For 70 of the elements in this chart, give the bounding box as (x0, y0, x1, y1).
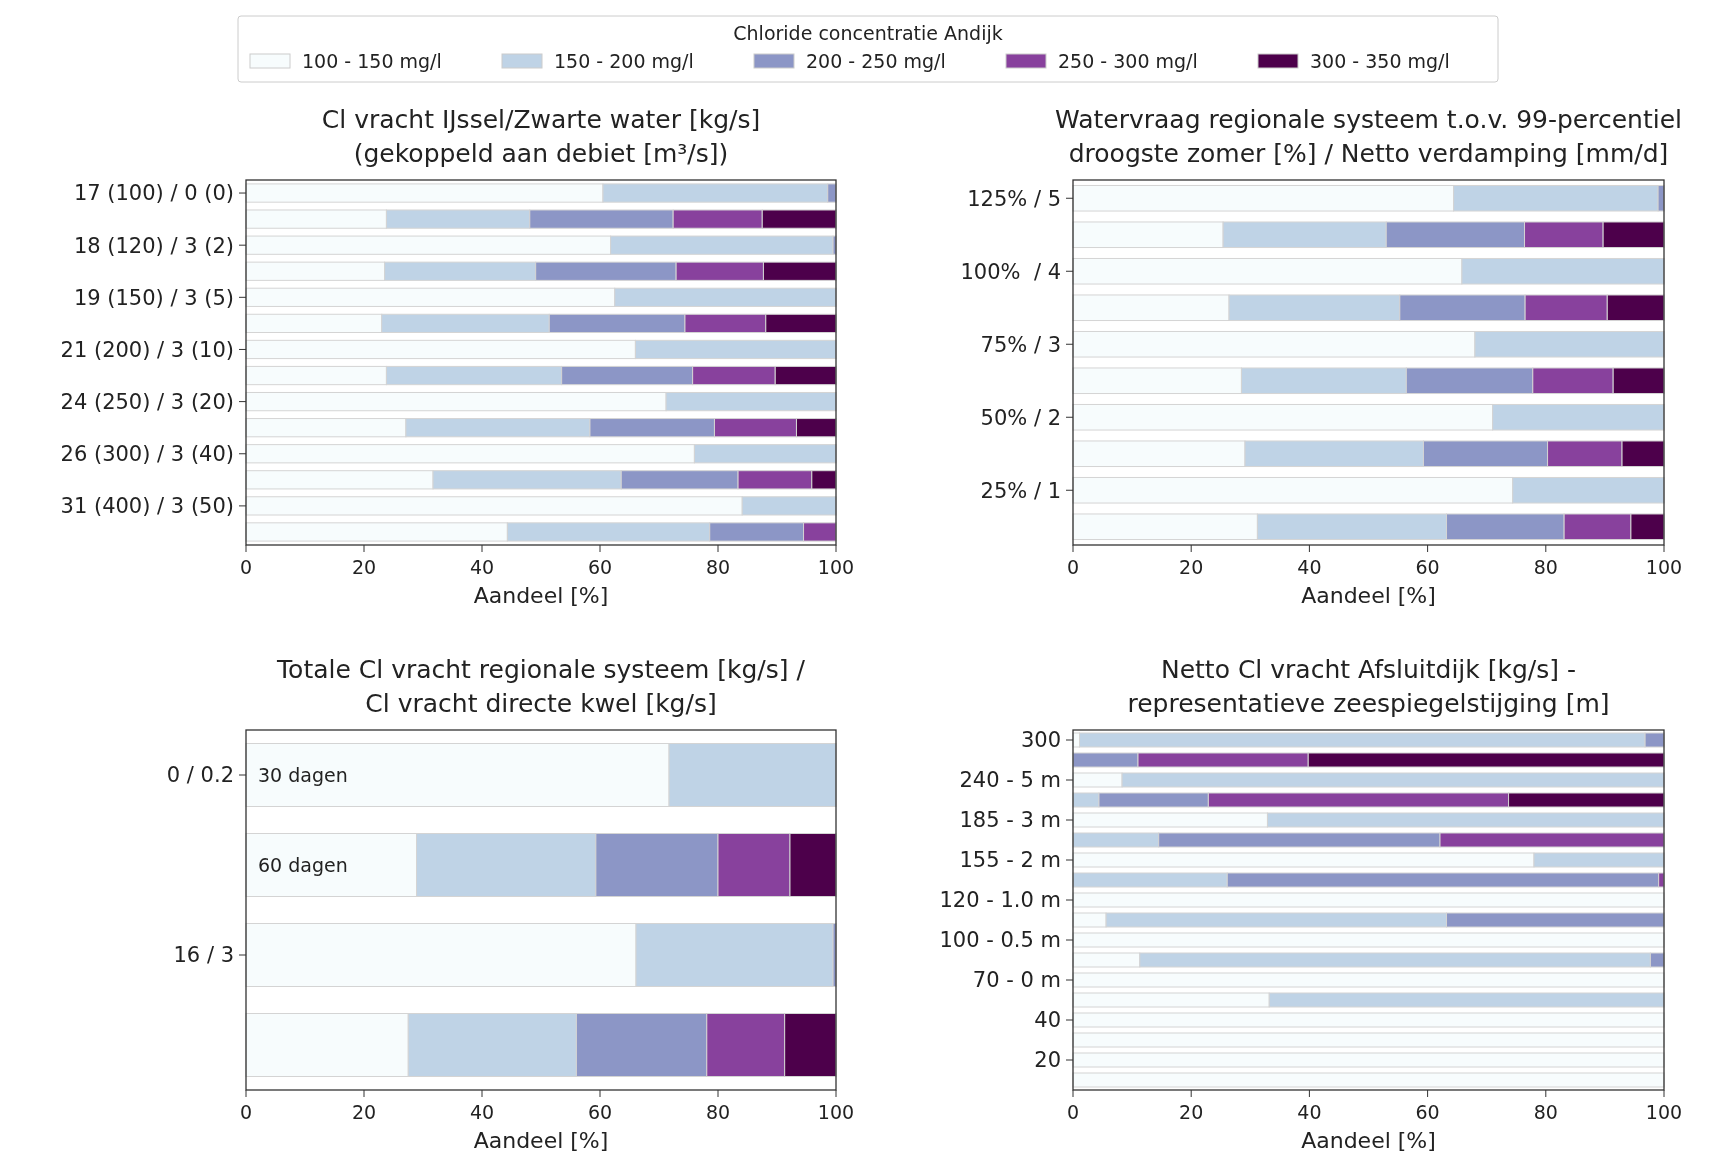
x-tick-label: 20 (351, 1101, 377, 1123)
x-tick-label: 40 (469, 556, 495, 578)
annotation: 30 dagen (258, 763, 348, 786)
y-tick-label: 300 (1020, 728, 1061, 753)
x-tick-label: 80 (705, 1101, 731, 1123)
x-tick-label: 0 (239, 1101, 253, 1123)
legend-label: 100 - 150 mg/l (302, 49, 442, 72)
y-tick-label: 185 - 3 m (959, 808, 1061, 833)
y-tick-label: 31 (400) / 3 (50) (60, 494, 234, 519)
bar (1072, 1012, 1665, 1028)
y-tick-label: 70 - 0 m (972, 968, 1061, 993)
y-tick-label: 16 / 3 (173, 943, 234, 968)
x-tick-label: 60 (587, 1101, 613, 1123)
x-tick-label: 20 (1179, 556, 1204, 578)
x-tick-label: 60 (587, 556, 613, 578)
x-tick-label: 100 (1645, 1101, 1683, 1123)
bar (1072, 1072, 1665, 1088)
x-tick-label: 60 (1415, 1101, 1440, 1123)
y-tick-label: 21 (200) / 3 (10) (60, 337, 234, 362)
x-tick-label: 60 (1415, 556, 1440, 578)
chart-title: Netto Cl vracht Afsluitdijk [kg/s] - representatieve zeespiegelstijging [m] (1127, 655, 1610, 718)
legend-label: 200 - 250 mg/l (806, 49, 946, 72)
y-tick-label: 100 - 0.5 m (939, 928, 1061, 953)
y-tick-label: 100% / 4 (960, 259, 1061, 284)
y-tick-label: 75% / 3 (980, 332, 1061, 357)
x-tick-label: 20 (1179, 1101, 1204, 1123)
x-tick-label: 40 (469, 1101, 495, 1123)
y-tick-label: 0 / 0.2 (166, 763, 234, 788)
x-axis-title: Aandeel [%] (473, 583, 609, 608)
bar (1072, 932, 1665, 948)
x-axis-title: Aandeel [%] (1301, 1128, 1436, 1153)
y-tick-label: 120 - 1.0 m (939, 888, 1061, 913)
chart-title: Totale Cl vracht regionale systeem [kg/s] / Cl vracht directe kwel [kg/s] (276, 655, 806, 718)
x-tick-label: 40 (1297, 556, 1322, 578)
x-tick-label: 100 (817, 1101, 855, 1123)
x-tick-label: 40 (1297, 1101, 1322, 1123)
y-tick-label: 40 (1034, 1008, 1061, 1033)
y-tick-label: 25% / 1 (980, 478, 1061, 503)
bar (1072, 892, 1665, 908)
y-tick-label: 20 (1034, 1048, 1061, 1073)
legend-title: Chloride concentratie Andijk (733, 22, 1003, 44)
x-tick-label: 100 (1645, 556, 1683, 578)
chart-title: Watervraag regionale systeem t.o.v. 99-percentiel droogste zomer [%] / Netto verdamping [mm/d] (1055, 105, 1682, 168)
y-tick-label: 240 - 5 m (959, 768, 1061, 793)
y-tick-label: 19 (150) / 3 (5) (73, 285, 234, 310)
x-axis-title: Aandeel [%] (1301, 583, 1436, 608)
x-tick-label: 20 (351, 556, 377, 578)
y-tick-label: 155 - 2 m (959, 848, 1061, 873)
y-tick-label: 24 (250) / 3 (20) (60, 389, 234, 414)
bar (1072, 1032, 1665, 1048)
x-tick-label: 80 (705, 556, 731, 578)
x-axis-title: Aandeel [%] (473, 1128, 609, 1153)
bar (1072, 972, 1665, 988)
y-tick-label: 18 (120) / 3 (2) (73, 233, 234, 258)
x-tick-label: 0 (1066, 556, 1080, 578)
x-tick-label: 100 (817, 556, 855, 578)
y-tick-label: 26 (300) / 3 (40) (60, 442, 234, 467)
x-tick-label: 80 (1533, 556, 1558, 578)
legend-label: 250 - 300 mg/l (1058, 49, 1198, 72)
x-tick-label: 0 (1066, 1101, 1080, 1123)
y-tick-label: 50% / 2 (980, 405, 1061, 430)
annotation: 60 dagen (258, 853, 348, 876)
y-tick-label: 125% / 5 (967, 186, 1061, 211)
bar (1072, 1052, 1665, 1068)
y-tick-label: 17 (100) / 0 (0) (73, 181, 234, 206)
chart-title: Cl vracht IJssel/Zwarte water [kg/s] (gekoppeld aan debiet [m³/s]) (321, 105, 761, 168)
x-tick-label: 80 (1533, 1101, 1558, 1123)
legend-label: 300 - 350 mg/l (1310, 49, 1450, 72)
legend-label: 150 - 200 mg/l (554, 49, 694, 72)
x-tick-label: 0 (239, 556, 253, 578)
